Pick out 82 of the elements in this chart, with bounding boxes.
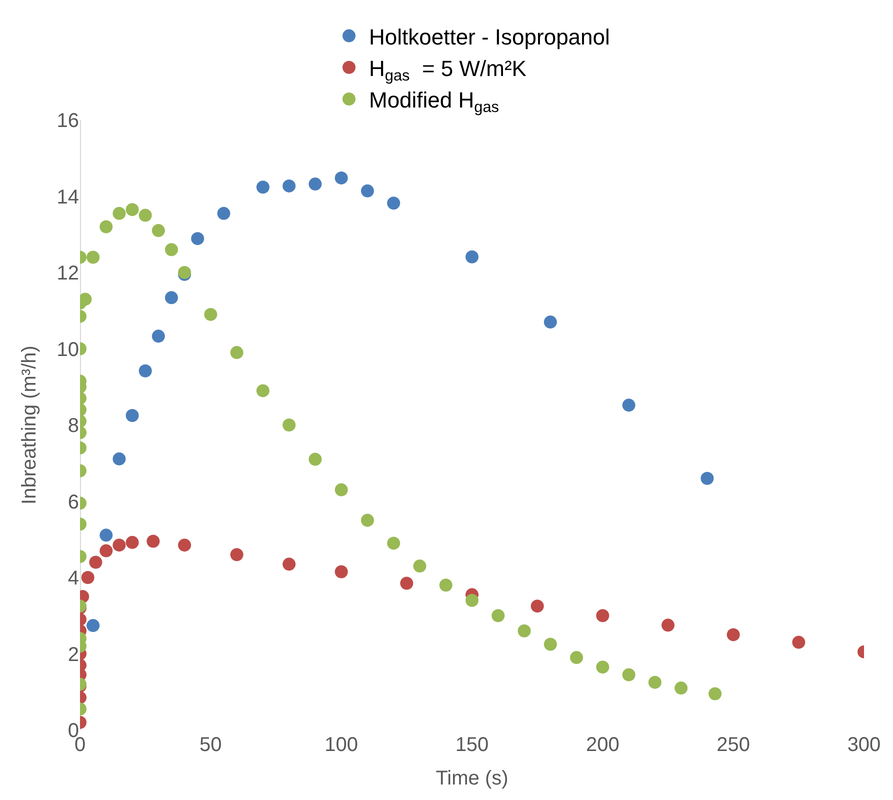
point xyxy=(112,206,126,220)
point xyxy=(138,364,152,378)
y-tick-label: 12 xyxy=(56,262,79,284)
point xyxy=(282,418,296,432)
y-axis-title: Inbreathing (m³/h) xyxy=(18,346,40,504)
point xyxy=(413,560,426,573)
point xyxy=(204,308,218,321)
point xyxy=(530,600,544,613)
point xyxy=(100,544,113,558)
point xyxy=(86,250,100,264)
point xyxy=(126,408,139,422)
point xyxy=(360,184,374,198)
point xyxy=(100,528,113,542)
point xyxy=(387,196,400,210)
y-tick-label: 4 xyxy=(68,568,79,590)
point xyxy=(282,179,296,192)
point xyxy=(439,578,452,592)
y-tick-label: 2 xyxy=(68,644,79,666)
point xyxy=(708,687,722,700)
y-tick-label: 8 xyxy=(68,415,79,437)
x-tick-label: 100 xyxy=(324,734,358,756)
point xyxy=(100,220,113,234)
point xyxy=(544,638,557,651)
point xyxy=(89,556,102,569)
point xyxy=(726,628,740,642)
point xyxy=(648,676,662,689)
point xyxy=(466,250,478,264)
point xyxy=(256,384,270,398)
legend-label: H$_{gas}$ = 5 W/m²K xyxy=(369,56,527,85)
point xyxy=(152,224,165,238)
point xyxy=(86,619,100,632)
point xyxy=(466,594,478,607)
point xyxy=(622,668,636,682)
x-tick-label: 50 xyxy=(200,734,222,756)
point xyxy=(282,558,296,571)
point xyxy=(112,452,126,466)
point xyxy=(792,636,806,649)
point xyxy=(334,483,348,496)
x-tick-label: 200 xyxy=(586,734,620,756)
point xyxy=(230,548,244,562)
x-axis-title: Time (s) xyxy=(436,768,508,790)
point xyxy=(217,206,230,220)
y-tick-label: 14 xyxy=(56,186,79,208)
point xyxy=(308,452,322,466)
point xyxy=(360,514,374,527)
point xyxy=(492,609,505,622)
point xyxy=(146,534,160,548)
point xyxy=(544,316,557,329)
point xyxy=(80,292,92,306)
point xyxy=(334,565,348,578)
point xyxy=(164,243,178,256)
legend-label: Holtkoetter - Isopropanol xyxy=(369,24,610,50)
x-tick-label: 150 xyxy=(455,734,489,756)
point xyxy=(334,171,348,184)
point xyxy=(152,330,165,343)
point xyxy=(112,538,126,552)
point xyxy=(400,576,414,590)
point xyxy=(387,536,400,550)
y-tick-label: 16 xyxy=(56,110,79,132)
point xyxy=(230,346,244,360)
point xyxy=(700,472,714,485)
point xyxy=(178,538,192,552)
point xyxy=(81,571,94,584)
point xyxy=(622,398,636,412)
point xyxy=(662,618,674,632)
point xyxy=(596,660,610,674)
point xyxy=(126,203,139,216)
point xyxy=(138,208,152,222)
point xyxy=(674,682,688,695)
point xyxy=(164,291,178,304)
point xyxy=(518,624,531,638)
point xyxy=(308,178,322,191)
y-tick-label: 6 xyxy=(68,491,79,514)
y-tick-label: 10 xyxy=(56,338,79,361)
x-tick-label: 300 xyxy=(847,734,881,756)
point xyxy=(126,536,139,549)
point xyxy=(256,180,270,194)
point xyxy=(191,232,204,246)
legend-label: Modified H$_{gas}$ xyxy=(369,88,500,116)
x-tick-label: 250 xyxy=(716,734,750,756)
point xyxy=(570,651,584,664)
point xyxy=(596,609,610,622)
